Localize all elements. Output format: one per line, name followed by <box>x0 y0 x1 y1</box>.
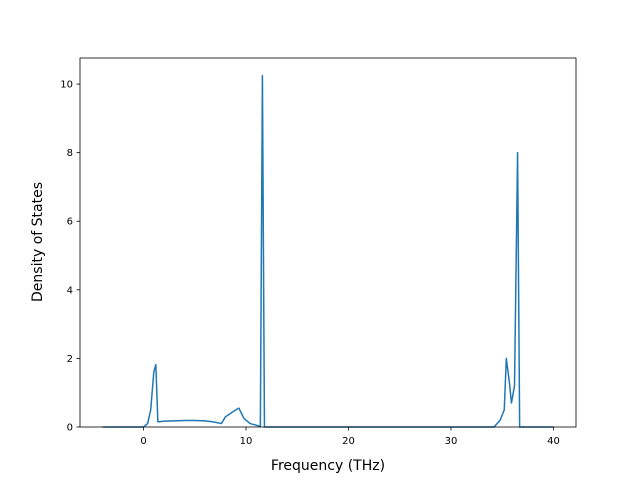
x-tick-label: 0 <box>140 436 146 447</box>
y-tick-label: 8 <box>67 148 73 159</box>
y-tick-label: 0 <box>67 423 73 434</box>
x-tick-label: 10 <box>240 436 253 447</box>
x-tick-label: 40 <box>547 436 560 447</box>
y-tick-label: 6 <box>67 217 73 228</box>
dos-line <box>102 74 554 428</box>
x-tick-label: 20 <box>342 436 355 447</box>
y-tick-label: 2 <box>67 354 73 365</box>
y-axis-label: Density of States <box>30 182 46 302</box>
y-tick-label: 10 <box>60 80 73 91</box>
x-axis-label: Frequency (THz) <box>271 458 385 474</box>
axes-frame <box>79 57 577 428</box>
y-tick-label: 4 <box>67 285 73 296</box>
x-tick-label: 30 <box>445 436 458 447</box>
